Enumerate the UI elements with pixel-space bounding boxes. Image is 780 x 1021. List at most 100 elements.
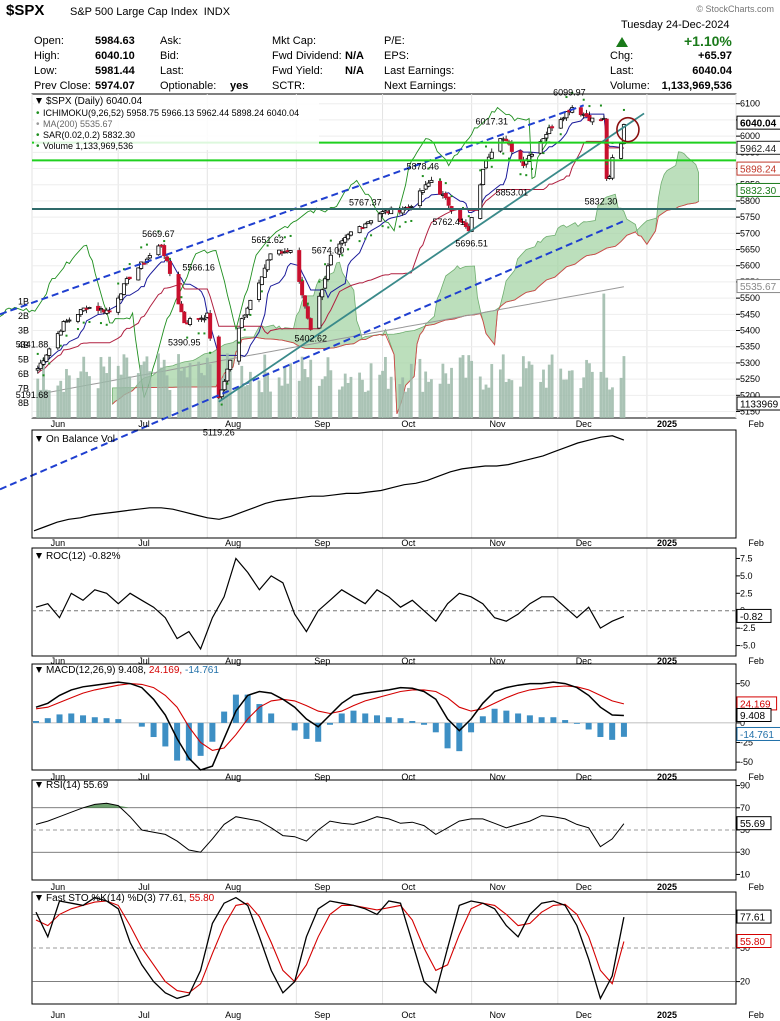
volume-bar <box>228 366 232 418</box>
rsi-tag: 55.69 <box>740 819 765 830</box>
sar-dot <box>462 206 465 209</box>
candle-body <box>87 307 92 309</box>
x-axis-label: Oct <box>401 772 416 782</box>
macd-tag: 9.408 <box>740 711 765 722</box>
volume-bar <box>550 354 554 418</box>
candle-body <box>578 107 583 116</box>
volume-bar <box>145 356 149 418</box>
sar-dot <box>502 152 505 155</box>
macd-histogram-bar <box>174 722 181 761</box>
quote-volume-value: 1,133,969,536 <box>661 80 732 92</box>
sar-dot <box>398 225 401 228</box>
x-axis-label: 2025 <box>657 656 677 666</box>
x-axis-label: 2025 <box>657 772 677 782</box>
volume-bar <box>619 377 623 418</box>
candle-body <box>297 250 302 282</box>
volume-bar <box>323 376 327 418</box>
volume-bar <box>430 379 433 418</box>
volume-bar <box>182 366 186 418</box>
quote-eps-label: EPS: <box>384 50 410 62</box>
candle-body <box>417 190 422 207</box>
candle-body <box>323 278 328 289</box>
sar-dot <box>122 268 125 271</box>
panel-frame-3 <box>31 663 737 771</box>
x-axis-label: Jun <box>51 419 66 429</box>
candle-body <box>300 280 305 296</box>
candle-body <box>458 209 463 223</box>
x-axis-label: Oct <box>401 538 416 548</box>
sar-dot <box>599 104 602 107</box>
sar-dot <box>559 133 562 136</box>
candle-body <box>121 283 126 295</box>
volume-bar <box>562 379 565 418</box>
volume-bar <box>384 356 387 418</box>
volume-bar <box>444 373 448 418</box>
sar-dot <box>444 182 447 185</box>
volume-bar <box>343 373 347 418</box>
price-annotation: 6099.97 <box>553 88 586 98</box>
quote-low-value: 5981.44 <box>95 65 135 77</box>
macd-histogram-bar <box>456 722 463 752</box>
price-annotation: 5674.00 <box>312 246 345 256</box>
macd-title-part: MACD(12,26,9) 9.408, <box>46 665 149 676</box>
rsi-arrow-icon <box>36 782 42 788</box>
macd-histogram-bar <box>91 717 98 723</box>
x-axis-label: Dec <box>576 882 593 892</box>
volume-bar <box>237 386 241 418</box>
quote-high-label: High: <box>34 50 60 62</box>
macd-histogram-bar <box>268 713 275 723</box>
panel-frame-2 <box>31 547 737 657</box>
candle-body <box>328 254 333 266</box>
volume-bar <box>611 387 614 418</box>
candle-body <box>44 354 49 362</box>
sar-dot <box>243 328 246 331</box>
sar-dot <box>329 239 332 242</box>
candle-body <box>176 274 181 305</box>
macd-histogram-bar <box>468 722 475 733</box>
macd-histogram-bar <box>609 722 616 740</box>
candle-body <box>84 307 89 310</box>
watermark[interactable]: © StockCharts.com <box>696 4 774 14</box>
volume-bar <box>79 371 83 418</box>
x-axis-label: Sep <box>314 538 330 548</box>
quote-fwddiv-value: N/A <box>345 50 364 62</box>
sar-dot <box>410 219 413 222</box>
sar-dot <box>140 246 143 249</box>
volume-bar <box>185 377 189 418</box>
volume-bar <box>582 377 586 418</box>
sar-dot <box>209 351 212 354</box>
macd-tag: -14.761 <box>740 730 774 741</box>
candle-body <box>257 282 262 300</box>
macd-histogram-bar <box>33 721 39 723</box>
macd-histogram-bar <box>432 722 439 733</box>
x-axis-label: Dec <box>576 1010 593 1020</box>
quote-open-value: 5984.63 <box>95 35 135 47</box>
price-tag-box <box>736 182 780 197</box>
highlight-circle <box>616 116 640 143</box>
volume-bar <box>588 363 591 418</box>
sar-dot <box>145 243 148 246</box>
sar-dot <box>571 91 574 94</box>
sar-dot <box>48 362 51 365</box>
volume-axis-label: 7B <box>18 384 29 394</box>
candle-body <box>162 245 167 257</box>
x-axis-label: Nov <box>489 419 506 429</box>
candle-body <box>550 126 555 129</box>
volume-bar <box>297 380 301 418</box>
x-axis-label: Feb <box>748 656 764 666</box>
x-axis-label: Nov <box>489 1010 506 1020</box>
candle-body <box>423 184 428 190</box>
sar-dot <box>180 296 183 299</box>
volume-bar <box>159 367 163 418</box>
candle-body <box>489 151 494 159</box>
volume-bar <box>498 369 502 418</box>
volume-bar <box>36 378 40 418</box>
volume-bar <box>487 387 491 418</box>
price-tick-label: 5500 <box>740 293 760 303</box>
obv-title: On Balance Vol <box>46 434 115 445</box>
price-annotation: 5341.88 <box>16 339 49 349</box>
quote-fwdyield-label: Fwd Yield: <box>272 65 323 77</box>
volume-bar <box>208 364 212 418</box>
candle-body <box>558 119 563 129</box>
price-tick-label: 5700 <box>740 228 760 238</box>
